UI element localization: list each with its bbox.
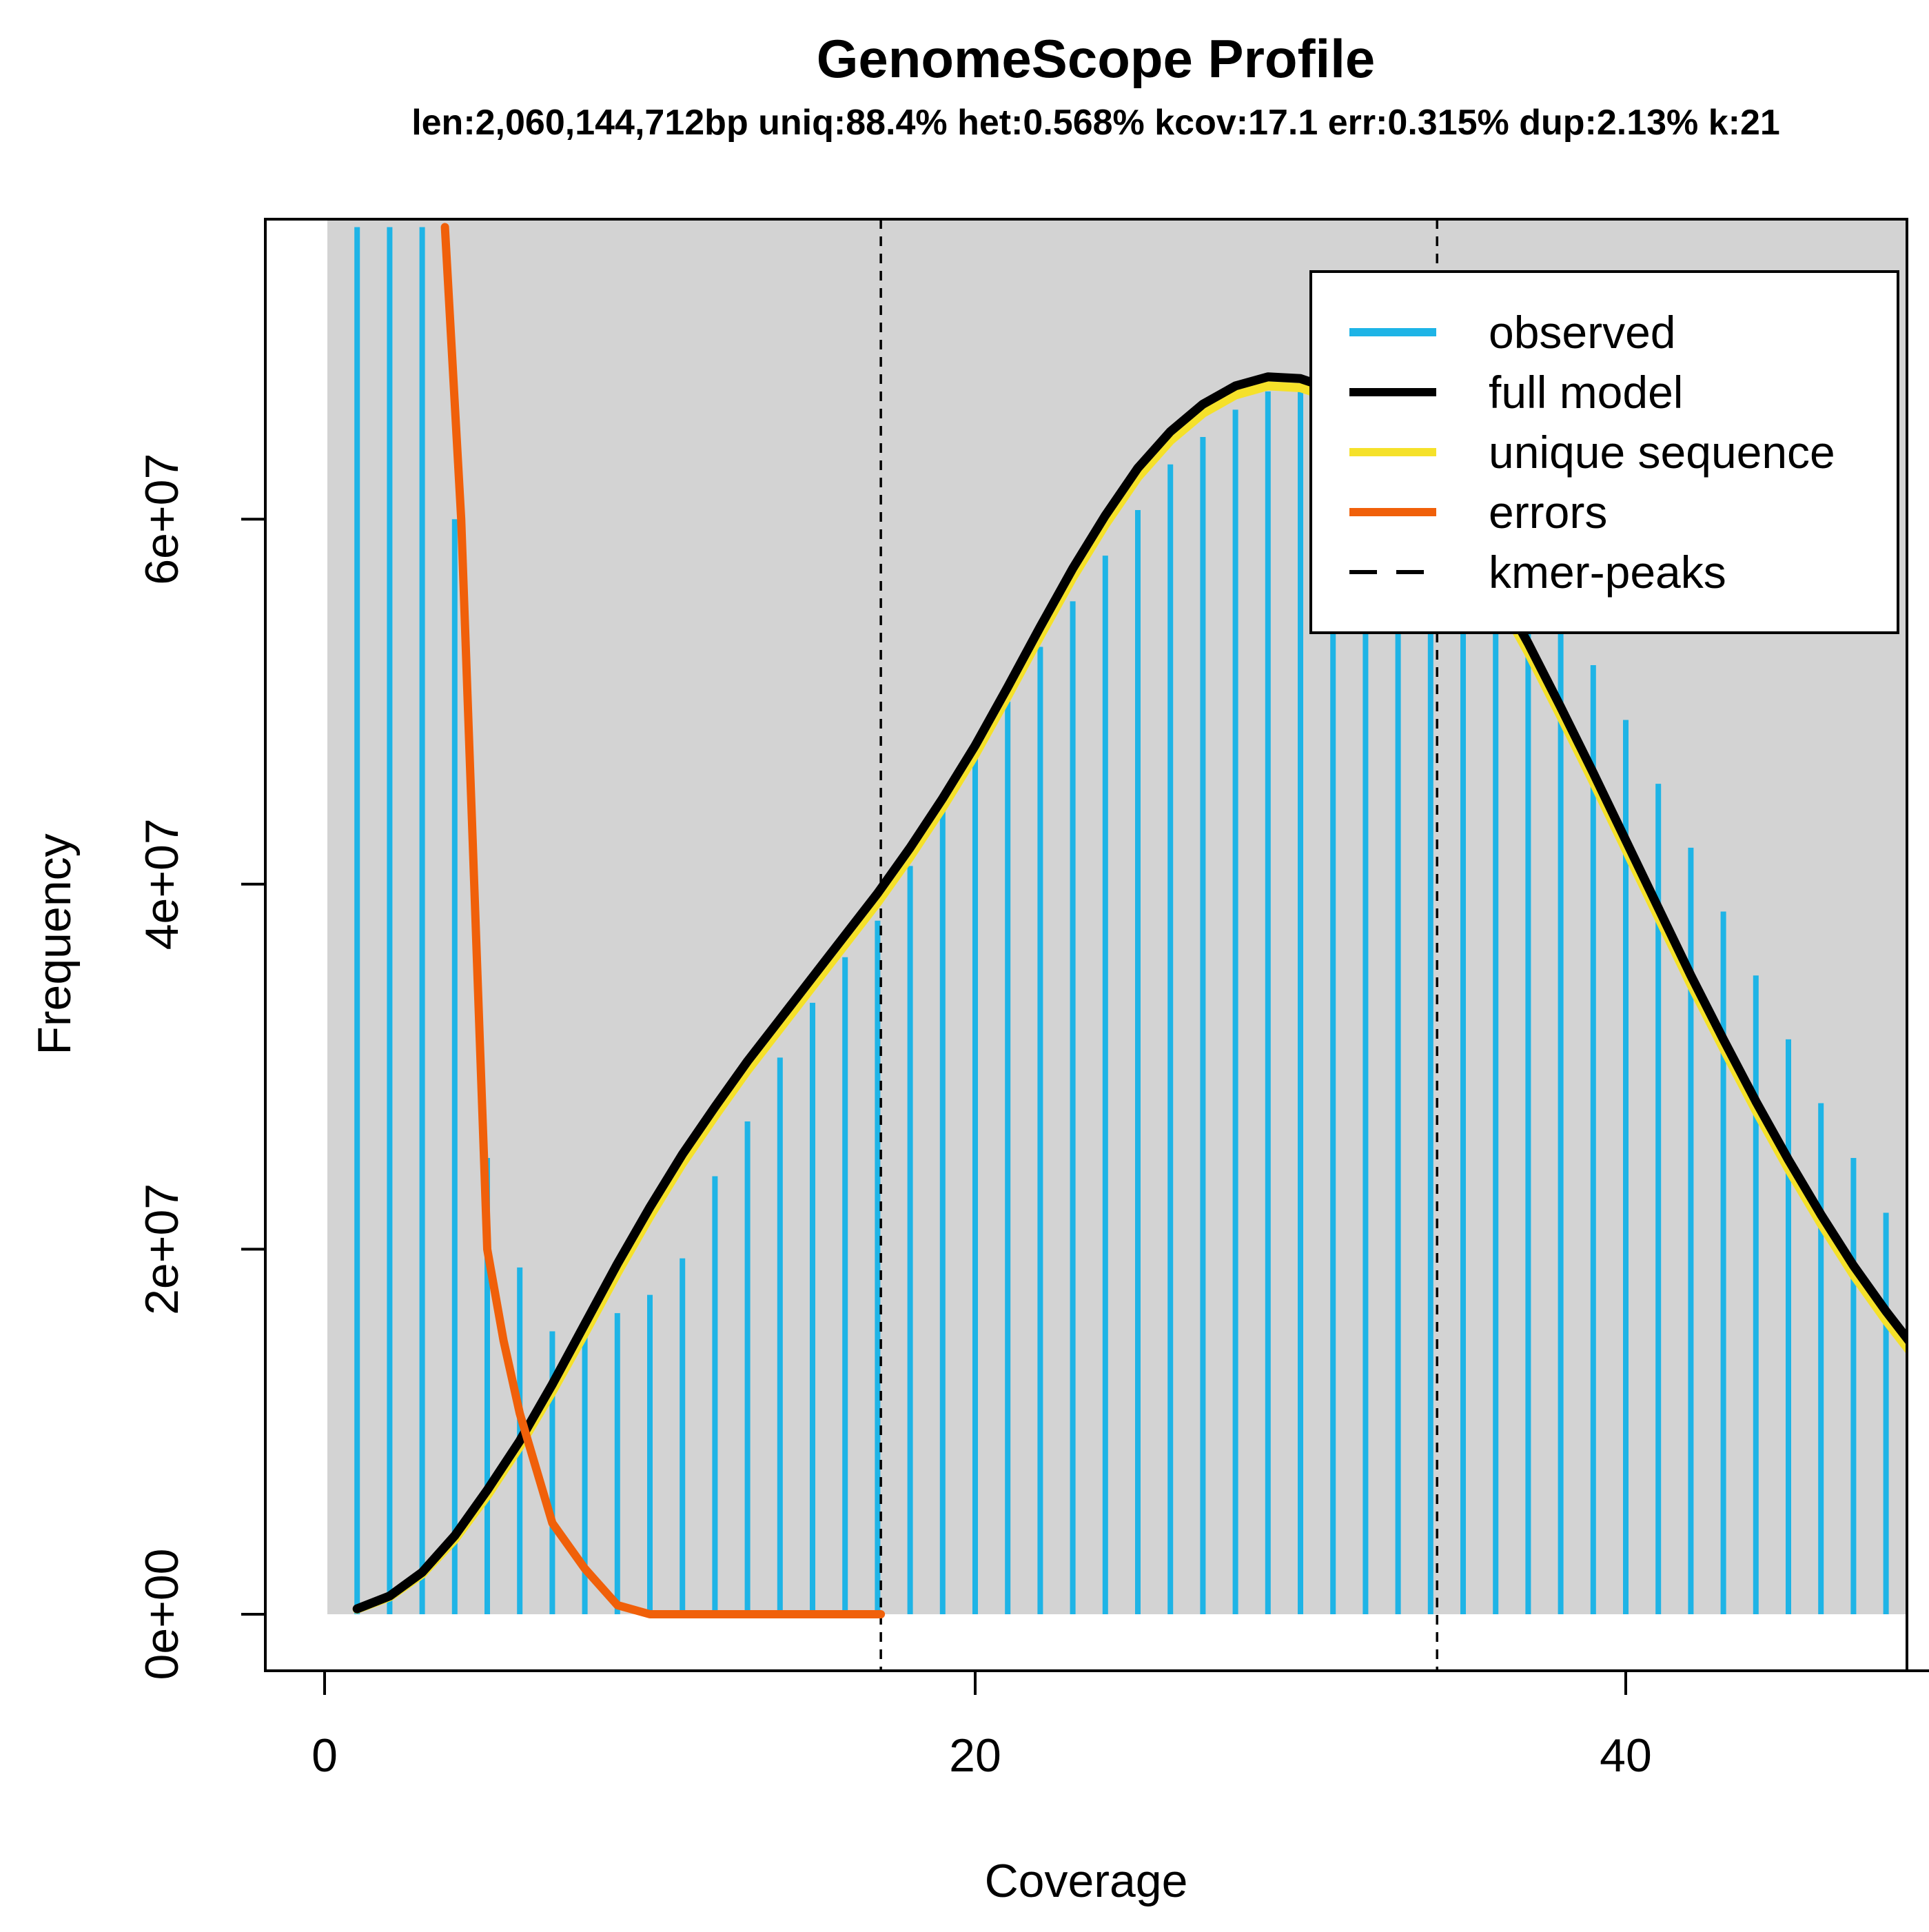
x-tick-label: 0 bbox=[312, 1729, 338, 1782]
full-model-line bbox=[352, 372, 1907, 1614]
x-axis-label: Coverage bbox=[985, 1855, 1188, 1907]
y-tick-label: 0e+00 bbox=[136, 1549, 188, 1680]
chart-title: GenomeScope Profile bbox=[817, 28, 1376, 89]
legend-label: unique sequence bbox=[1489, 427, 1835, 478]
legend-label: errors bbox=[1489, 487, 1607, 538]
y-tick-label: 6e+07 bbox=[136, 454, 188, 585]
x-tick-label: 20 bbox=[949, 1729, 1001, 1782]
y-tick-label: 4e+07 bbox=[136, 818, 188, 950]
model-lines bbox=[352, 223, 1907, 1618]
y-axis: 0e+00 2e+07 4e+07 6e+07 bbox=[136, 454, 267, 1680]
errors-line bbox=[440, 223, 886, 1618]
x-axis: 020406080 bbox=[312, 1669, 1929, 1782]
x-tick-label: 40 bbox=[1600, 1729, 1652, 1782]
y-axis-label: Frequency bbox=[28, 833, 81, 1055]
legend: observed full model unique sequence errors k… bbox=[1309, 270, 1899, 634]
legend-label: observed bbox=[1489, 307, 1676, 358]
legend-label: full model bbox=[1489, 367, 1683, 418]
y-tick-label: 2e+07 bbox=[136, 1183, 188, 1315]
chart-subtitle: len:2,060,144,712bp uniq:88.4% het:0.568… bbox=[411, 103, 1780, 143]
legend-label: kmer-peaks bbox=[1489, 547, 1726, 598]
